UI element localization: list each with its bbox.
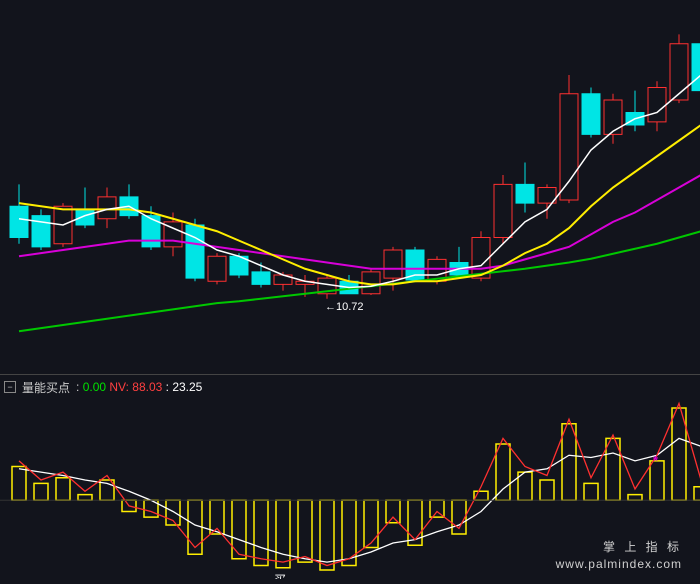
- svg-text:买: 买: [274, 573, 286, 579]
- candlestick-svg: [0, 0, 700, 375]
- indicator-title: 量能买点: [22, 379, 70, 396]
- candlestick-panel[interactable]: ←10.72: [0, 0, 700, 375]
- watermark-brand: 掌 上 指 标: [556, 539, 682, 556]
- watermark: 掌 上 指 标 www.palmindex.com: [556, 539, 682, 573]
- low-annotation: ←10.72: [325, 301, 364, 313]
- indicator-metrics: : 0.00 NV: 88.03 : 23.25: [76, 380, 202, 394]
- collapse-icon[interactable]: −: [4, 381, 16, 393]
- watermark-url: www.palmindex.com: [556, 556, 682, 573]
- indicator-header: − 量能买点 : 0.00 NV: 88.03 : 23.25: [0, 375, 700, 399]
- chart-window: ←10.72 − 量能买点 : 0.00 NV: 88.03 : 23.25 *…: [0, 0, 700, 579]
